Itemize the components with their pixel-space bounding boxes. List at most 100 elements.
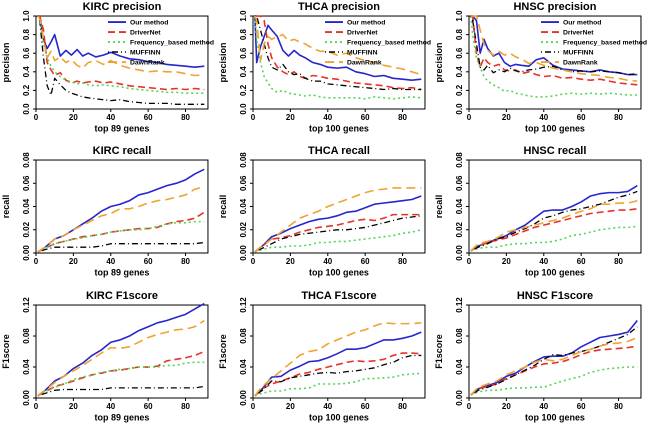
legend-label: Our method bbox=[130, 20, 168, 27]
y-tick-label: 0.2 bbox=[22, 84, 31, 96]
series-line-dawnrank bbox=[254, 187, 421, 253]
series-line-our-method bbox=[470, 319, 639, 396]
series-line-frequency_based-method bbox=[254, 372, 421, 397]
y-tick-label: 0.06 bbox=[455, 175, 464, 191]
x-tick-label: 80 bbox=[181, 402, 190, 411]
y-tick-label: 0.04 bbox=[455, 358, 464, 374]
chart-hnsc-precision: HNSC precision 0 20 40 60 80 0.0 0.2 0.4 0.6 0.8 1.… bbox=[433, 0, 650, 144]
x-tick-label: 80 bbox=[614, 113, 623, 122]
x-tick-label: 20 bbox=[69, 257, 78, 266]
legend-label: Frequency_based method bbox=[130, 40, 214, 47]
chart-hnsc-f1score: HNSC F1score 0 20 40 60 80 0.00 0.04 0.08 0.12 F1s… bbox=[433, 289, 650, 433]
y-tick-label: 0.2 bbox=[455, 84, 464, 96]
y-tick-label: 0.12 bbox=[239, 296, 248, 312]
legend-label: MUFFINN bbox=[563, 50, 594, 57]
y-tick-label: 0.00 bbox=[455, 389, 464, 405]
chart-title: KIRC F1score bbox=[86, 290, 158, 302]
y-axis-label: recall bbox=[434, 195, 444, 218]
x-tick-label: 20 bbox=[502, 257, 511, 266]
chart-thca-f1score: THCA F1score 0 20 40 60 80 0.00 0.04 0.08 0.12 F1s… bbox=[217, 289, 434, 433]
x-tick-label: 0 bbox=[250, 257, 255, 266]
y-tick-label: 0.04 bbox=[239, 358, 248, 374]
y-tick-label: 1.0 bbox=[455, 10, 464, 22]
x-tick-label: 20 bbox=[286, 257, 295, 266]
x-axis-label: top 100 genes bbox=[309, 124, 369, 134]
series-line-our-method bbox=[471, 15, 638, 76]
series-line-drivernet bbox=[471, 15, 638, 86]
x-tick-label: 20 bbox=[69, 113, 78, 122]
y-tick-label: 0.06 bbox=[22, 175, 31, 191]
x-axis-label: top 100 genes bbox=[525, 412, 585, 422]
chart-title: KIRC precision bbox=[83, 1, 162, 13]
series-line-frequency_based-method bbox=[470, 365, 638, 396]
y-tick-label: 0.04 bbox=[455, 199, 464, 215]
series-line-frequency_based-method bbox=[37, 361, 205, 397]
y-axis-label: precision bbox=[218, 43, 228, 83]
x-tick-label: 20 bbox=[502, 402, 511, 411]
y-axis-label: precision bbox=[434, 43, 444, 83]
series-line-our-method bbox=[253, 15, 422, 82]
y-axis-label: recall bbox=[218, 195, 228, 218]
plot-border bbox=[35, 159, 209, 254]
chart-legend: Our method DriverNet Frequency_based metho… bbox=[324, 20, 431, 67]
plot-border bbox=[252, 15, 426, 110]
series-line-drivernet bbox=[470, 344, 638, 396]
x-tick-label: 80 bbox=[181, 113, 190, 122]
series-line-dawnrank bbox=[37, 186, 205, 253]
series-line-drivernet bbox=[254, 351, 421, 396]
series-line-dawnrank bbox=[37, 15, 205, 77]
y-tick-label: 0.04 bbox=[22, 199, 31, 215]
x-tick-label: 40 bbox=[540, 257, 549, 266]
chart-title: THCA recall bbox=[308, 145, 370, 157]
series-line-dawnrank bbox=[253, 321, 421, 396]
chart-title: HNSC recall bbox=[524, 145, 587, 157]
x-tick-label: 80 bbox=[614, 257, 623, 266]
y-tick-label: 0.4 bbox=[455, 66, 464, 78]
legend-label: DriverNet bbox=[563, 30, 594, 37]
y-tick-label: 0.8 bbox=[455, 29, 464, 41]
plot-border bbox=[468, 15, 642, 110]
series-line-our-method bbox=[37, 302, 205, 397]
y-tick-label: 0.0 bbox=[239, 103, 248, 115]
y-tick-label: 0.00 bbox=[239, 389, 248, 405]
y-axis-label: F1score bbox=[434, 334, 444, 368]
legend-label: MUFFINN bbox=[347, 50, 378, 57]
x-axis-label: top 89 genes bbox=[95, 268, 150, 278]
y-tick-label: 0.4 bbox=[239, 66, 248, 78]
x-tick-label: 20 bbox=[69, 402, 78, 411]
series-line-frequency_based-method bbox=[470, 225, 638, 252]
y-tick-label: 1.0 bbox=[22, 10, 31, 22]
chart-canvas: THCA F1score 0 20 40 60 80 0.00 0.04 0.08 0.12 F1s… bbox=[218, 290, 426, 422]
x-tick-label: 60 bbox=[360, 257, 369, 266]
y-tick-label: 0.00 bbox=[22, 245, 31, 261]
series-line-muffinn bbox=[37, 242, 205, 253]
legend-label: DawnRank bbox=[347, 60, 382, 67]
y-axis-label: recall bbox=[1, 195, 11, 218]
y-tick-label: 0.04 bbox=[239, 199, 248, 215]
x-axis-label: top 89 genes bbox=[95, 412, 150, 422]
chart-canvas: KIRC recall 0 20 40 60 80 0.00 0.02 0.04 0.06 0.08… bbox=[1, 145, 209, 278]
chart-title: THCA F1score bbox=[301, 290, 376, 302]
y-tick-label: 0.4 bbox=[22, 66, 31, 78]
chart-canvas: HNSC precision 0 20 40 60 80 0.0 0.2 0.4 0.6 0.8 1.… bbox=[434, 1, 647, 133]
x-tick-label: 0 bbox=[34, 402, 39, 411]
series-line-drivernet bbox=[37, 211, 205, 253]
chart-canvas: KIRC precision 0 20 40 60 80 0.0 0.2 0.4 0.6 0.8 1.… bbox=[1, 1, 214, 133]
series-line-muffinn bbox=[470, 15, 638, 76]
x-tick-label: 80 bbox=[614, 402, 623, 411]
x-axis-label: top 100 genes bbox=[525, 268, 585, 278]
legend-label: Frequency_based method bbox=[563, 40, 647, 47]
legend-label: Our method bbox=[347, 20, 385, 27]
series-line-muffinn bbox=[37, 385, 205, 396]
legend-label: Frequency_based method bbox=[347, 40, 431, 47]
y-tick-label: 0.12 bbox=[22, 296, 31, 312]
x-tick-label: 40 bbox=[540, 113, 549, 122]
y-tick-label: 0.0 bbox=[22, 103, 31, 115]
chart-legend: Our method DriverNet Frequency_based metho… bbox=[541, 20, 647, 67]
chart-kirc-recall: KIRC recall 0 20 40 60 80 0.00 0.02 0.04 0.06 0.08… bbox=[0, 144, 217, 288]
chart-title: HNSC F1score bbox=[517, 290, 593, 302]
chart-legend: Our method DriverNet Frequency_based metho… bbox=[107, 20, 214, 67]
y-tick-label: 0.06 bbox=[239, 175, 248, 191]
y-tick-label: 0.6 bbox=[239, 47, 248, 59]
